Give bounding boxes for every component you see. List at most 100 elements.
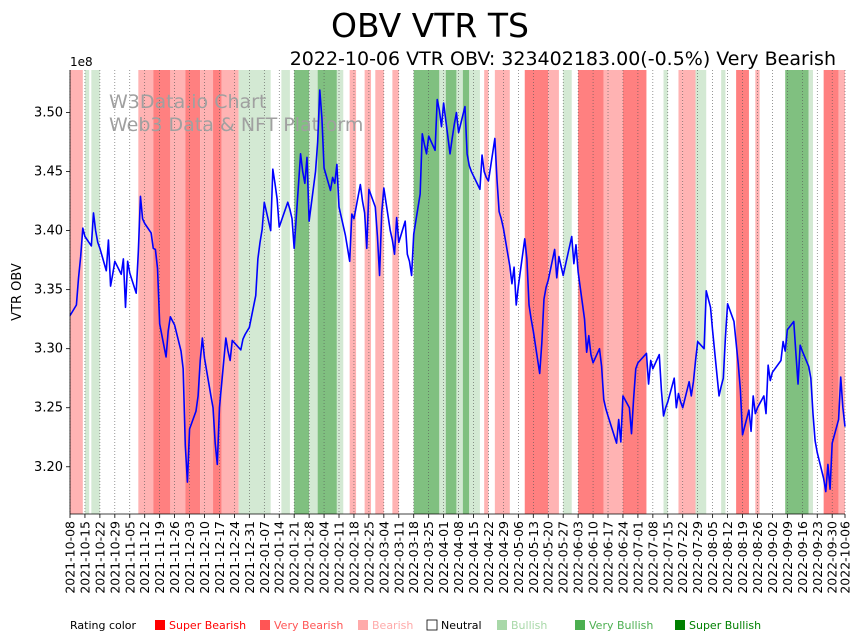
rating-band xyxy=(138,70,154,514)
legend-label: Very Bullish xyxy=(589,619,653,632)
x-tick-label: 2022-05-13 xyxy=(526,521,541,594)
chart-subtitle: 2022-10-06 VTR OBV: 323402183.00(-0.5%) … xyxy=(290,48,836,70)
x-tick-label: 2022-06-17 xyxy=(601,521,616,594)
x-tick-label: 2021-11-12 xyxy=(137,521,152,594)
x-tick-label: 2021-10-22 xyxy=(92,521,107,594)
x-tick-label: 2022-01-14 xyxy=(272,521,287,594)
x-tick-label: 2022-03-18 xyxy=(406,521,421,594)
rating-band xyxy=(548,70,559,514)
y-axis-label: VTR OBV xyxy=(10,263,25,321)
x-tick-label: 2021-12-17 xyxy=(212,521,227,594)
x-tick-label: 2021-12-31 xyxy=(242,521,257,594)
x-tick-label: 2022-08-26 xyxy=(750,521,765,594)
rating-band xyxy=(392,70,399,514)
x-tick-label: 2022-10-06 xyxy=(838,521,853,594)
watermark: W3Data.io Chart Web3 Data & NFT Platform xyxy=(109,91,363,136)
rating-band xyxy=(663,70,668,514)
x-tick-label: 2022-04-08 xyxy=(451,521,466,594)
x-tick-label: 2022-04-01 xyxy=(436,521,451,594)
rating-band xyxy=(678,70,683,514)
legend-label: Super Bearish xyxy=(169,619,246,632)
x-tick-label: 2022-02-11 xyxy=(332,521,347,594)
x-tick-label: 2022-09-02 xyxy=(765,521,780,594)
rating-band xyxy=(221,70,239,514)
x-tick-label: 2022-06-10 xyxy=(586,521,601,594)
rating-band xyxy=(721,70,726,514)
rating-band xyxy=(462,70,470,514)
x-tick-label: 2022-09-30 xyxy=(825,521,840,594)
legend-label: Neutral xyxy=(441,619,482,632)
x-tick-label: 2022-02-18 xyxy=(346,521,361,594)
x-tick-label: 2022-07-22 xyxy=(675,521,690,594)
rating-band xyxy=(375,70,384,514)
rating-band xyxy=(170,70,186,514)
rating-band xyxy=(294,70,310,514)
rating-band xyxy=(785,70,809,514)
x-tick-label: 2022-07-01 xyxy=(630,521,645,594)
x-tick-label: 2022-08-05 xyxy=(705,521,720,594)
rating-band xyxy=(484,70,489,514)
rating-band xyxy=(439,70,446,514)
rating-band xyxy=(494,70,510,514)
x-tick-label: 2021-12-03 xyxy=(182,521,197,594)
x-tick-label: 2022-02-04 xyxy=(317,521,332,594)
plot-area: W3Data.io Chart Web3 Data & NFT Platform xyxy=(69,70,846,514)
x-tick-label: 2022-05-27 xyxy=(556,521,571,594)
x-tick-label: 2022-04-15 xyxy=(466,521,481,594)
rating-legend: Rating color Super Bearish Very Bearish Be… xyxy=(70,619,761,632)
rating-band xyxy=(200,70,214,514)
rating-band xyxy=(70,70,83,514)
y-tick-label: 3.30 xyxy=(34,342,63,357)
rating-band xyxy=(364,70,372,514)
x-tick-label: 2021-10-08 xyxy=(63,521,78,594)
legend-swatch xyxy=(675,620,685,630)
x-tick-label: 2021-10-29 xyxy=(107,521,122,594)
x-tick-label: 2022-02-25 xyxy=(361,521,376,594)
x-tick-label: 2022-07-15 xyxy=(660,521,675,594)
rating-band xyxy=(84,70,90,514)
legend-title: Rating color xyxy=(70,619,137,632)
legend-swatch xyxy=(260,620,270,630)
rating-band xyxy=(524,70,549,514)
rating-band xyxy=(445,70,457,514)
y-tick-label: 3.35 xyxy=(34,283,63,298)
legend-label: Bullish xyxy=(511,619,547,632)
rating-band xyxy=(336,70,344,514)
legend-swatch xyxy=(426,619,438,631)
rating-band xyxy=(838,70,845,514)
rating-band xyxy=(695,70,707,514)
rating-band xyxy=(91,70,100,514)
rating-band xyxy=(603,70,623,514)
rating-band xyxy=(808,70,813,514)
x-tick-label: 2021-10-15 xyxy=(77,521,92,594)
rating-band xyxy=(469,70,480,514)
x-tick-label: 2022-04-29 xyxy=(496,521,511,594)
x-tick-label: 2021-12-24 xyxy=(227,521,242,594)
x-tick-label: 2022-03-04 xyxy=(376,521,391,594)
x-tick-label: 2022-03-25 xyxy=(421,521,436,594)
obv-series-line xyxy=(69,89,846,493)
x-tick-label: 2022-08-12 xyxy=(720,521,735,594)
x-tick-label: 2022-09-16 xyxy=(795,521,810,594)
legend-label: Super Bullish xyxy=(689,619,761,632)
y-ticks: 3.20 3.25 3.30 3.35 3.40 3.45 3.50 xyxy=(34,106,70,475)
x-tick-label: 2022-03-11 xyxy=(391,521,406,594)
y-tick-label: 3.45 xyxy=(34,165,63,180)
chart-title: OBV VTR TS xyxy=(331,6,529,45)
rating-band xyxy=(317,70,337,514)
x-tick-label: 2021-11-05 xyxy=(122,521,137,594)
rating-band xyxy=(578,70,604,514)
legend-swatch xyxy=(155,620,165,630)
rating-band xyxy=(281,70,290,514)
x-tick-label: 2022-06-24 xyxy=(615,521,630,594)
rating-band xyxy=(682,70,696,514)
y-tick-label: 3.40 xyxy=(34,224,63,239)
rating-band xyxy=(185,70,201,514)
legend-swatch xyxy=(358,620,368,630)
x-tick-label: 2021-12-10 xyxy=(197,521,212,594)
x-tick-label: 2022-06-03 xyxy=(571,521,586,594)
rating-band xyxy=(456,70,463,514)
rating-band xyxy=(563,70,572,514)
x-tick-label: 2022-07-08 xyxy=(645,521,660,594)
